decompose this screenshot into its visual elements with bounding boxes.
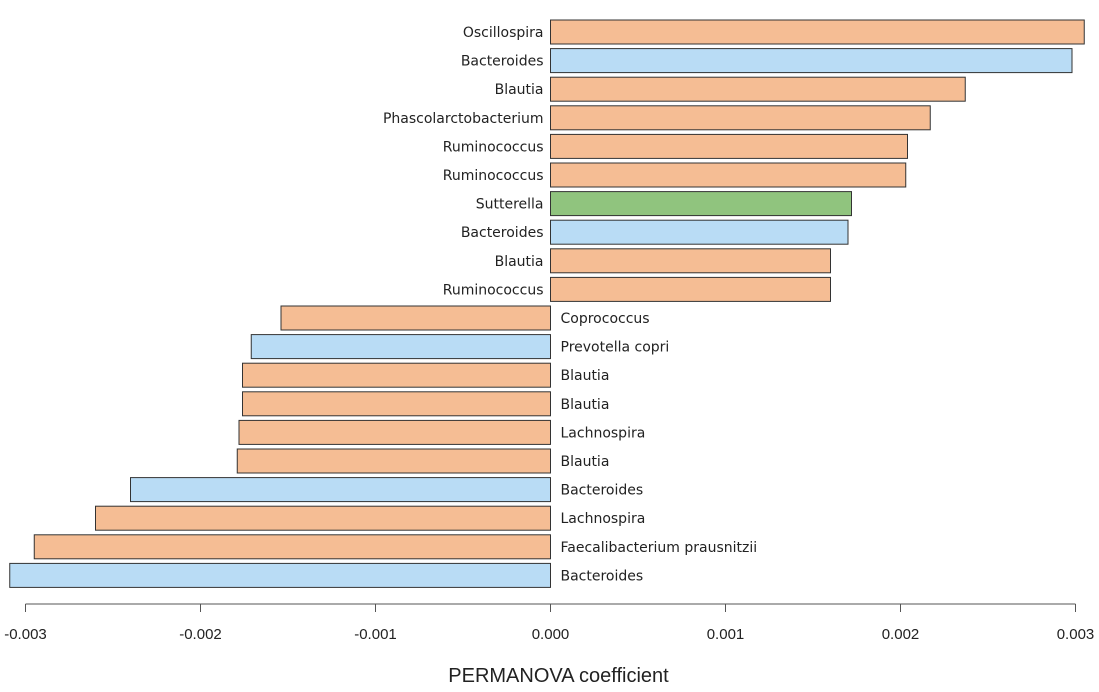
- bar-label-15: Lachnospira: [561, 425, 646, 441]
- bar-18: [95, 505, 551, 531]
- bar-label-3: Blautia: [495, 82, 544, 98]
- x-tick-label-1: -0.003: [4, 626, 47, 643]
- bar-label-17: Bacteroides: [561, 483, 644, 499]
- x-axis: -0.003 -0.002 -0.001 0.000 0.001 0.002 0.003: [4, 603, 1094, 643]
- bar-15: [238, 419, 551, 445]
- bar-label-6: Ruminococcus: [443, 168, 544, 184]
- bars-group: [9, 19, 1085, 588]
- bar-label-4: Phascolarctobacterium: [383, 111, 544, 127]
- bar-10: [550, 276, 831, 302]
- bar-label-2: Bacteroides: [461, 54, 544, 70]
- bar-labels-group: Oscillospira Bacteroides Blautia Phascolarc…: [383, 25, 757, 584]
- bar-label-9: Blautia: [495, 254, 544, 270]
- bar-label-19: Faecalibacterium prausnitzii: [561, 540, 758, 556]
- bar-label-11: Coprococcus: [561, 311, 650, 327]
- x-tick-label-4: 0.000: [532, 626, 570, 643]
- bar-label-10: Ruminococcus: [443, 282, 544, 298]
- bar-label-12: Prevotella copri: [561, 340, 670, 356]
- bar-11: [280, 305, 551, 331]
- bar-3: [550, 76, 966, 102]
- bar-label-16: Blautia: [561, 454, 610, 470]
- bar-1: [550, 19, 1085, 45]
- x-tick-label-3: -0.001: [354, 626, 397, 643]
- x-tick-label-6: 0.002: [882, 626, 920, 643]
- bar-5: [550, 133, 908, 159]
- bar-12: [250, 334, 551, 360]
- bar-label-18: Lachnospira: [561, 511, 646, 527]
- bar-label-8: Bacteroides: [461, 225, 544, 241]
- x-tick-label-5: 0.001: [707, 626, 745, 643]
- x-axis-title: PERMANOVA coefficient: [448, 665, 669, 687]
- bar-13: [242, 362, 551, 388]
- bar-4: [550, 105, 931, 131]
- bar-label-1: Oscillospira: [463, 25, 544, 41]
- bar-8: [550, 219, 849, 245]
- bar-6: [550, 162, 907, 188]
- bar-label-13: Blautia: [561, 368, 610, 384]
- bar-14: [242, 391, 551, 417]
- bar-20: [9, 562, 551, 588]
- bar-17: [130, 477, 551, 503]
- bar-label-14: Blautia: [561, 397, 610, 413]
- bar-label-20: Bacteroides: [561, 568, 644, 584]
- x-axis-ticks: -0.003 -0.002 -0.001 0.000 0.001 0.002 0.003: [4, 604, 1094, 643]
- bar-2: [550, 48, 1073, 74]
- bar-19: [33, 534, 551, 560]
- bar-label-7: Sutterella: [476, 197, 544, 213]
- bar-label-5: Ruminococcus: [443, 139, 544, 155]
- bar-9: [550, 248, 831, 274]
- bar-7: [550, 191, 852, 217]
- x-tick-label-2: -0.002: [179, 626, 222, 643]
- bar-16: [236, 448, 551, 474]
- x-tick-label-7: 0.003: [1057, 626, 1095, 643]
